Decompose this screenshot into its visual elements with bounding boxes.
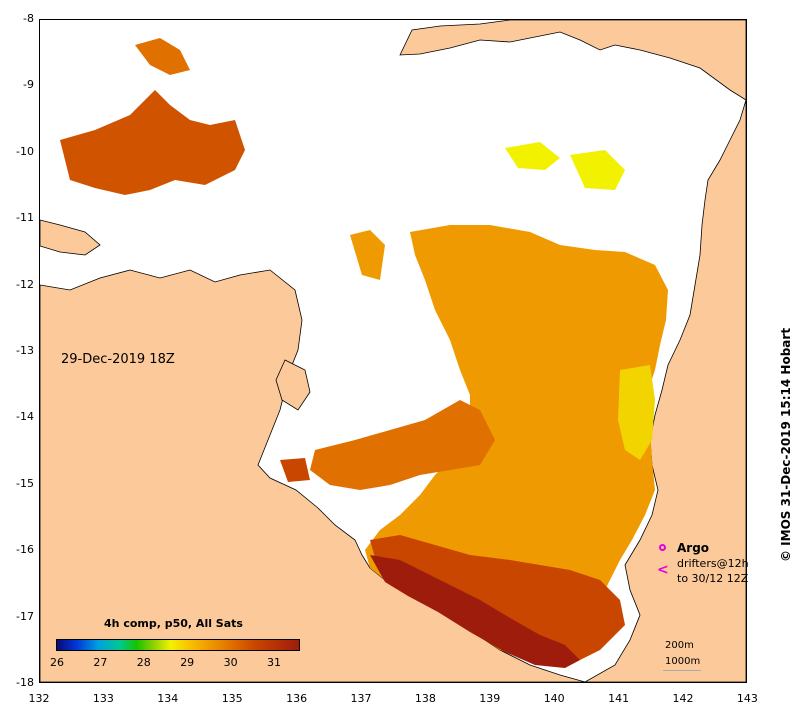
isobath-line xyxy=(663,670,701,671)
sst-patch-yellow-east xyxy=(570,150,625,190)
latitude-label: -12 xyxy=(16,277,34,291)
colorbar-label: 27 xyxy=(93,656,108,669)
drifters-date: to 30/12 12Z xyxy=(677,572,749,585)
sst-patch-north-west-small xyxy=(135,38,190,75)
latitude-label: -16 xyxy=(16,543,34,557)
colorbar-label: 31 xyxy=(267,656,281,669)
sst-patch-yellow-north xyxy=(505,142,560,170)
isobath-200m-label: 200m xyxy=(665,640,694,651)
colorbar-label: 30 xyxy=(223,656,238,669)
longitude-label: 134 xyxy=(157,692,179,705)
sst-map xyxy=(40,20,746,682)
longitude-label: 136 xyxy=(286,692,308,705)
latitude-label: -15 xyxy=(16,476,34,490)
map-frame xyxy=(39,19,747,683)
longitude-label: 142 xyxy=(672,692,694,705)
sst-patch-west-tongue xyxy=(310,400,495,490)
latitude-label: -10 xyxy=(16,144,34,158)
latitude-label: -18 xyxy=(16,676,34,689)
colorbar-label: 29 xyxy=(180,656,195,669)
latitude-label: -17 xyxy=(16,609,34,623)
drifter-marker-icon: < xyxy=(657,562,669,578)
sst-patch-north-west xyxy=(60,90,245,195)
sst-patch-mid-small xyxy=(350,230,385,280)
longitude-label: 133 xyxy=(92,692,114,705)
land-island-west xyxy=(40,219,101,256)
sst-patch-yellow-east-coast xyxy=(618,365,655,460)
longitude-label: 137 xyxy=(350,692,372,705)
map-date-label: 29-Dec-2019 18Z xyxy=(61,352,175,367)
argo-marker-icon xyxy=(659,544,666,551)
latitude-label: -9 xyxy=(23,78,34,92)
colorbar-label: 28 xyxy=(136,656,151,669)
argo-label: Argo xyxy=(677,541,710,555)
isobath-1000m-label: 1000m xyxy=(665,656,701,667)
longitude-label: 135 xyxy=(221,692,243,705)
colorbar xyxy=(56,639,300,651)
longitude-label: 132 xyxy=(28,692,50,705)
colorbar-label: 26 xyxy=(50,656,64,669)
credit-text: © IMOS 31-Dec-2019 15:14 Hobart xyxy=(779,327,791,562)
drifters-label: drifters@12h xyxy=(677,557,749,570)
longitude-label: 138 xyxy=(414,692,436,705)
longitude-label: 143 xyxy=(736,692,758,705)
latitude-label: -8 xyxy=(23,12,34,25)
latitude-label: -13 xyxy=(16,344,34,357)
sst-patch-small-west xyxy=(280,458,310,482)
latitude-label: -14 xyxy=(16,410,34,424)
legend-title: 4h comp, p50, All Sats xyxy=(104,617,243,630)
sst-patch-south-warmest xyxy=(370,555,580,668)
longitude-label: 141 xyxy=(608,692,630,705)
longitude-label: 139 xyxy=(479,692,501,705)
land-island-groote xyxy=(275,359,311,411)
longitude-label: 140 xyxy=(543,692,565,705)
latitude-label: -11 xyxy=(16,211,34,225)
land-png xyxy=(399,20,746,101)
land-cape-york xyxy=(584,99,746,682)
sst-patch-south-warm xyxy=(370,535,625,665)
